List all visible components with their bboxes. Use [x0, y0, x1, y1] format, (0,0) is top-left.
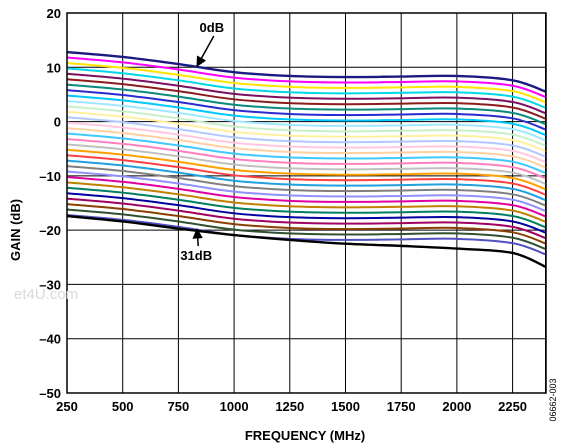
series-line-6 — [66, 83, 547, 126]
y-tick-label: –10 — [39, 169, 61, 184]
y-tick-label: –50 — [39, 386, 61, 401]
x-tick-label: 500 — [112, 399, 134, 414]
series-line-9 — [66, 99, 547, 142]
series-line-0 — [66, 50, 547, 93]
annotation-label-1: 31dB — [180, 248, 212, 263]
series-line-19 — [66, 154, 547, 196]
series-line-12 — [66, 116, 547, 158]
series-line-26 — [66, 192, 547, 234]
series-line-31 — [66, 214, 547, 269]
x-tick-label: 1000 — [220, 399, 249, 414]
series-line-5 — [66, 78, 547, 120]
x-tick-labels: 250 500 750 1000 1250 1500 1750 2000 2250 — [56, 399, 527, 414]
series-line-2 — [66, 61, 547, 104]
series-line-24 — [66, 181, 547, 223]
plot-frame — [66, 12, 547, 394]
series-line-10 — [66, 105, 547, 147]
series-line-13 — [66, 121, 547, 164]
series-line-21 — [66, 165, 547, 207]
series-line-8 — [66, 94, 547, 137]
series-line-27 — [66, 197, 547, 240]
y-tick-labels: 20 10 0 –10 –20 –30 –40 –50 — [39, 6, 61, 401]
y-tick-label: 0 — [54, 115, 61, 130]
series-line-18 — [66, 148, 547, 191]
watermark: et4U.com — [14, 286, 78, 303]
series-line-29 — [66, 208, 547, 251]
annotation-arrow-0 — [196, 35, 215, 68]
y-tick-label: 20 — [47, 6, 61, 21]
series-line-3 — [66, 67, 547, 109]
series-line-1 — [66, 56, 547, 99]
series-line-28 — [66, 203, 547, 245]
series-line-30 — [66, 213, 547, 256]
x-tick-label: 1250 — [275, 399, 304, 414]
annotation-label-0: 0dB — [200, 20, 225, 35]
annotation-arrow-1 — [192, 228, 203, 247]
series-line-15 — [66, 132, 547, 175]
y-tick-label: –30 — [39, 277, 61, 292]
series-line-16 — [66, 137, 547, 180]
series-line-23 — [66, 175, 547, 218]
series-line-17 — [66, 143, 547, 185]
series-line-25 — [66, 186, 547, 229]
series-line-7 — [66, 89, 547, 131]
y-tick-label: –20 — [39, 223, 61, 238]
annotations: 0dB 31dB — [180, 20, 224, 263]
series-line-20 — [66, 159, 547, 202]
series-line-4 — [66, 72, 547, 115]
figure-id: 06662-003 — [548, 378, 558, 421]
y-axis-label: GAIN (dB) — [8, 199, 23, 261]
y-tick-label: –40 — [39, 332, 61, 347]
y-tick-label: 10 — [47, 60, 61, 75]
x-axis-label: FREQUENCY (MHz) — [245, 428, 365, 443]
series-line-14 — [66, 127, 547, 169]
x-tick-label: 1500 — [331, 399, 360, 414]
x-tick-label: 2000 — [442, 399, 471, 414]
series-line-11 — [66, 110, 547, 153]
x-tick-label: 2250 — [498, 399, 527, 414]
series-group — [66, 50, 547, 269]
series-line-22 — [66, 170, 547, 213]
plot-border — [66, 12, 547, 394]
x-tick-label: 1750 — [387, 399, 416, 414]
x-tick-label: 750 — [168, 399, 190, 414]
x-tick-label: 250 — [56, 399, 78, 414]
